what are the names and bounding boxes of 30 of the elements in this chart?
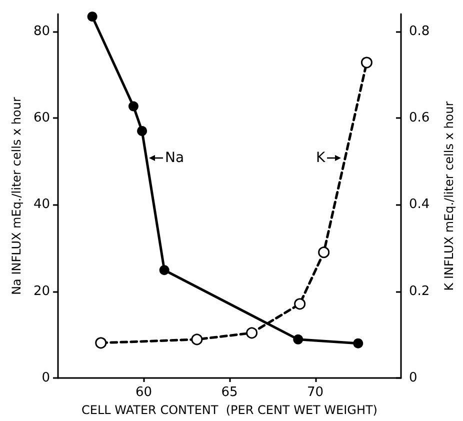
point — [87, 12, 98, 22]
y-tick-label: 0 — [42, 370, 50, 386]
x-tick-label: 65 — [221, 385, 238, 400]
y2-tick-label: 0.6 — [409, 110, 430, 126]
point — [360, 56, 372, 68]
y2-tick-label: 0.8 — [409, 24, 430, 39]
point — [95, 337, 107, 349]
point — [137, 126, 148, 136]
y-tick-label: 60 — [33, 110, 50, 126]
x-tick-label: 70 — [306, 385, 324, 400]
y-tick-label: 20 — [33, 284, 50, 299]
annotation: K — [316, 150, 326, 166]
point — [191, 334, 203, 346]
y-tick-label: 40 — [33, 197, 50, 212]
y2-tick-label: 0.2 — [409, 284, 430, 299]
y2-tick-label: 0.4 — [409, 197, 430, 212]
point — [353, 338, 364, 348]
x-axis-title: CELL WATER CONTENT (PER CENT WET WEIGHT) — [82, 403, 378, 417]
point — [318, 246, 330, 258]
point — [128, 101, 138, 112]
point — [293, 334, 304, 344]
annotation: Na — [165, 150, 184, 166]
point — [159, 265, 170, 276]
y2-axis-title: K INFLUX mEq./liter cells x hour — [442, 101, 456, 291]
point — [246, 327, 258, 339]
y-axis-title: Na INFLUX mEq./liter cells x hour — [10, 97, 24, 295]
y-tick-label: 80 — [33, 24, 50, 39]
y2-tick-label: 0 — [409, 370, 418, 386]
x-tick-label: 60 — [135, 385, 152, 400]
point — [294, 298, 306, 310]
